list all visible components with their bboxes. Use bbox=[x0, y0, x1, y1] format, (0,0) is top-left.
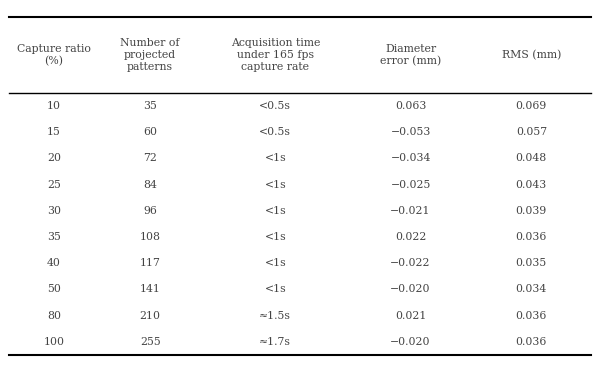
Text: <1s: <1s bbox=[265, 206, 286, 216]
Text: 0.057: 0.057 bbox=[516, 127, 547, 137]
Text: 25: 25 bbox=[47, 179, 61, 190]
Text: 0.036: 0.036 bbox=[515, 232, 547, 242]
Text: −0.020: −0.020 bbox=[391, 284, 431, 295]
Text: 0.069: 0.069 bbox=[516, 101, 547, 111]
Text: ≈1.5s: ≈1.5s bbox=[259, 311, 291, 321]
Text: 30: 30 bbox=[47, 206, 61, 216]
Text: −0.021: −0.021 bbox=[391, 206, 431, 216]
Text: 0.036: 0.036 bbox=[515, 311, 547, 321]
Text: 84: 84 bbox=[143, 179, 157, 190]
Text: <1s: <1s bbox=[265, 232, 286, 242]
Text: Capture ratio
(%): Capture ratio (%) bbox=[17, 44, 91, 66]
Text: −0.020: −0.020 bbox=[391, 337, 431, 347]
Text: 35: 35 bbox=[143, 101, 157, 111]
Text: <1s: <1s bbox=[265, 258, 286, 268]
Text: 255: 255 bbox=[140, 337, 161, 347]
Text: <1s: <1s bbox=[265, 179, 286, 190]
Text: 40: 40 bbox=[47, 258, 61, 268]
Text: 0.063: 0.063 bbox=[395, 101, 426, 111]
Text: −0.022: −0.022 bbox=[391, 258, 431, 268]
Text: 80: 80 bbox=[47, 311, 61, 321]
Text: 60: 60 bbox=[143, 127, 157, 137]
Text: 0.036: 0.036 bbox=[515, 337, 547, 347]
Text: ≈1.7s: ≈1.7s bbox=[259, 337, 291, 347]
Text: <1s: <1s bbox=[265, 284, 286, 295]
Text: 35: 35 bbox=[47, 232, 61, 242]
Text: 15: 15 bbox=[47, 127, 61, 137]
Text: 50: 50 bbox=[47, 284, 61, 295]
Text: 0.039: 0.039 bbox=[516, 206, 547, 216]
Text: 117: 117 bbox=[140, 258, 161, 268]
Text: 0.022: 0.022 bbox=[395, 232, 426, 242]
Text: <0.5s: <0.5s bbox=[259, 101, 291, 111]
Text: −0.025: −0.025 bbox=[391, 179, 431, 190]
Text: <1s: <1s bbox=[265, 153, 286, 163]
Text: 141: 141 bbox=[140, 284, 161, 295]
Text: <0.5s: <0.5s bbox=[259, 127, 291, 137]
Text: −0.034: −0.034 bbox=[391, 153, 431, 163]
Text: 20: 20 bbox=[47, 153, 61, 163]
Text: 108: 108 bbox=[140, 232, 161, 242]
Text: −0.053: −0.053 bbox=[391, 127, 431, 137]
Text: Diameter
error (mm): Diameter error (mm) bbox=[380, 44, 441, 66]
Text: 0.043: 0.043 bbox=[516, 179, 547, 190]
Text: Acquisition time
under 165 fps
capture rate: Acquisition time under 165 fps capture r… bbox=[230, 37, 320, 73]
Text: 0.035: 0.035 bbox=[516, 258, 547, 268]
Text: 72: 72 bbox=[143, 153, 157, 163]
Text: Number of
projected
patterns: Number of projected patterns bbox=[121, 37, 180, 73]
Text: 10: 10 bbox=[47, 101, 61, 111]
Text: 210: 210 bbox=[140, 311, 161, 321]
Text: 100: 100 bbox=[44, 337, 65, 347]
Text: 0.034: 0.034 bbox=[516, 284, 547, 295]
Text: 96: 96 bbox=[143, 206, 157, 216]
Text: 0.048: 0.048 bbox=[516, 153, 547, 163]
Text: RMS (mm): RMS (mm) bbox=[502, 50, 561, 60]
Text: 0.021: 0.021 bbox=[395, 311, 426, 321]
